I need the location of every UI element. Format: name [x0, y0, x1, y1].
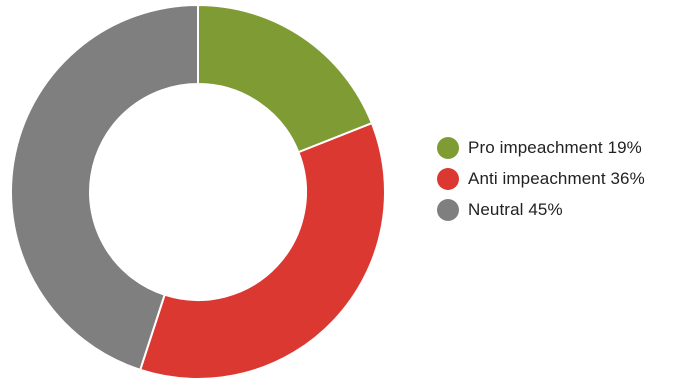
legend-label-pro-impeachment: Pro impeachment — [468, 137, 603, 157]
legend-label-anti-impeachment: Anti impeachment — [468, 168, 606, 188]
legend-item-anti-impeachment: Anti impeachment 36% — [437, 167, 645, 190]
legend: Pro impeachment 19% Anti impeachment 36%… — [437, 136, 645, 221]
legend-swatch-pro-impeachment — [437, 136, 459, 159]
donut-slices — [10, 3, 386, 380]
legend-label-neutral: Neutral — [468, 199, 524, 219]
legend-value-pro-impeachment: 19% — [607, 137, 642, 157]
legend-swatch-anti-impeachment — [437, 167, 459, 190]
legend-item-neutral: Neutral 45% — [437, 198, 645, 221]
slice-neutral — [10, 3, 199, 372]
legend-swatch-neutral — [437, 198, 459, 221]
slice-anti-impeachment — [138, 121, 386, 380]
legend-item-pro-impeachment: Pro impeachment 19% — [437, 136, 645, 159]
slice-pro-impeachment — [197, 3, 374, 154]
legend-value-neutral: 45% — [528, 199, 563, 219]
legend-value-anti-impeachment: 36% — [610, 168, 645, 188]
